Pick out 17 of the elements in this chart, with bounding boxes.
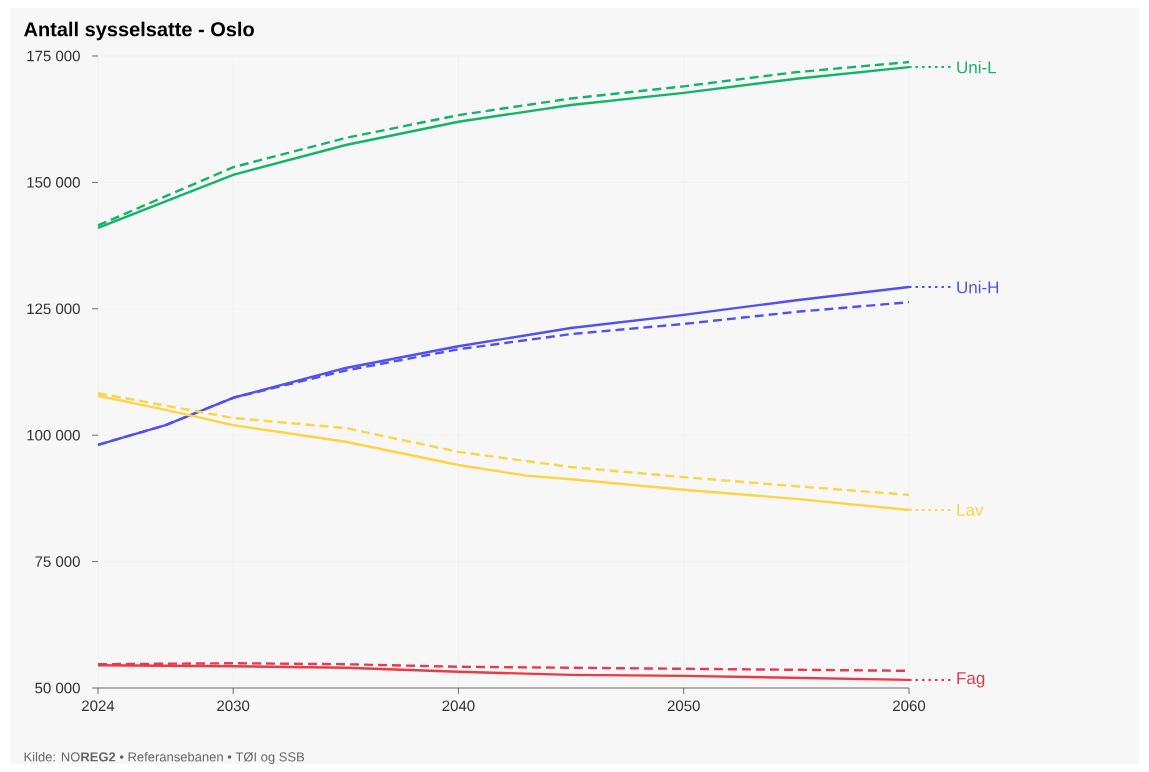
x-tick-label: 2030 [217, 700, 250, 712]
x-tick-label: 2024 [82, 700, 115, 712]
x-tick-label: 2060 [893, 700, 926, 712]
y-tick-label: 175 000 [27, 50, 80, 62]
y-tick-label: 150 000 [27, 177, 80, 188]
y-tick-label: 125 000 [27, 303, 80, 315]
legend-label: Uni-H [957, 280, 999, 294]
legend-label: Fag [957, 672, 985, 688]
legend-label: Lav [957, 504, 984, 516]
text: Kilde: NOREG2 • Referansebanen • TØI og SSB [24, 751, 305, 765]
x-tick-label: 2050 [667, 700, 700, 712]
y-tick-label: 100 000 [27, 429, 80, 441]
legend-label: Uni-L [957, 60, 997, 74]
y-tick-label: 50 000 [35, 682, 80, 694]
x-tick-label: 2040 [442, 700, 475, 712]
chart-title: Antall sysselsatte - Oslo [24, 21, 254, 41]
y-tick-label: 75 000 [35, 556, 80, 567]
